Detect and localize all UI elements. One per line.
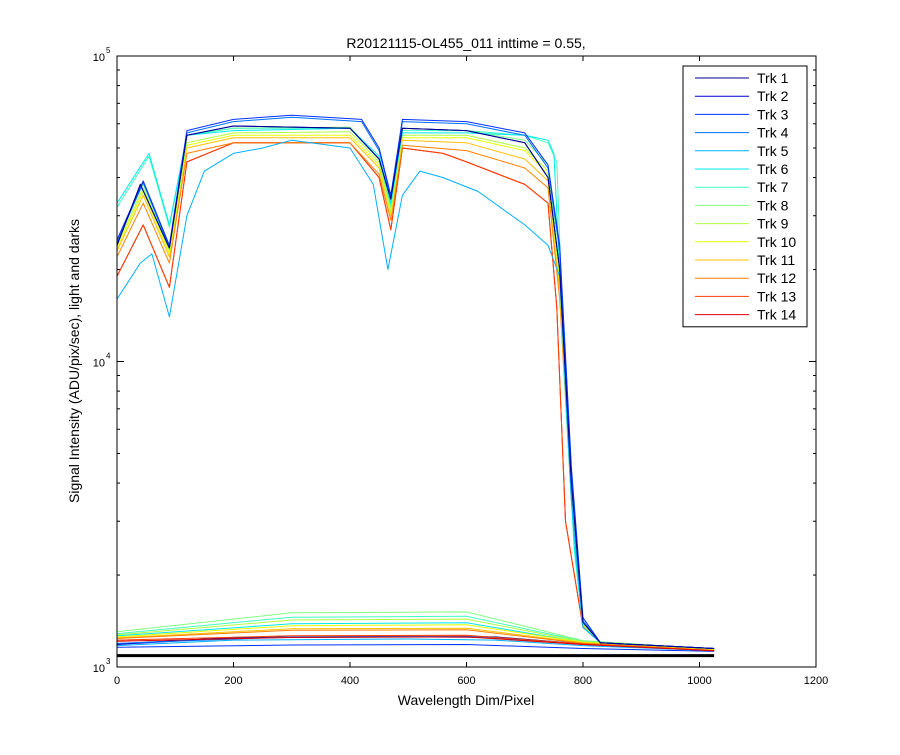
legend-label: Trk 6 (757, 161, 789, 177)
chart-title: R20121115-OL455_011 inttime = 0.55, (346, 35, 585, 51)
series-light-line (116, 125, 715, 649)
legend-label: Trk 13 (757, 288, 796, 304)
legend-label: Trk 3 (757, 106, 789, 122)
y-tick-label-exponent: 3 (106, 657, 111, 666)
series-light-line (116, 114, 715, 649)
legend-label: Trk 12 (757, 270, 796, 286)
x-tick-label: 800 (574, 675, 592, 687)
series-dark-line (116, 643, 715, 652)
y-tick-label-base: 10 (93, 663, 105, 675)
x-tick-label: 1000 (687, 675, 711, 687)
y-axis-label: Signal Intensity (ADU/pix/sec), light an… (66, 219, 82, 503)
legend-label: Trk 5 (757, 143, 789, 159)
series-dark-line (116, 636, 715, 652)
legend-label: Trk 7 (757, 179, 789, 195)
series-dark-line (116, 629, 715, 651)
y-tick-label-exponent: 4 (106, 352, 111, 361)
series-light-line (116, 139, 715, 649)
series-dark-line (116, 611, 715, 650)
legend-label: Trk 8 (757, 197, 789, 213)
legend-label: Trk 14 (757, 307, 796, 323)
series-light-line (116, 142, 715, 649)
series-layer (116, 114, 715, 658)
y-tick-label-base: 10 (93, 358, 105, 370)
legend-label: Trk 4 (757, 125, 789, 141)
x-tick-label: 600 (457, 675, 475, 687)
legend-label: Trk 11 (757, 252, 795, 268)
legend: Trk 1 Trk 2 Trk 3 Trk 4 Trk 5 Trk 6 Trk 7 Trk 8… (682, 65, 808, 328)
x-axis-label: Wavelength Dim/Pixel (398, 692, 534, 708)
legend-label: Trk 1 (757, 70, 789, 86)
plot-area-frame (116, 55, 817, 668)
legend-label: Trk 9 (757, 216, 789, 232)
x-tick-label: 200 (224, 675, 242, 687)
x-tick-label: 400 (341, 675, 359, 687)
y-tick-label-base: 10 (93, 52, 105, 64)
legend-label: Trk 10 (757, 234, 796, 250)
x-tick-label: 1200 (804, 675, 828, 687)
y-tick-label-exponent: 5 (106, 46, 111, 55)
x-tick-label: 0 (114, 675, 120, 687)
legend-box (682, 65, 808, 328)
series-dark-line (116, 624, 715, 651)
series-dark-line (116, 638, 715, 652)
legend-label: Trk 2 (757, 88, 789, 104)
